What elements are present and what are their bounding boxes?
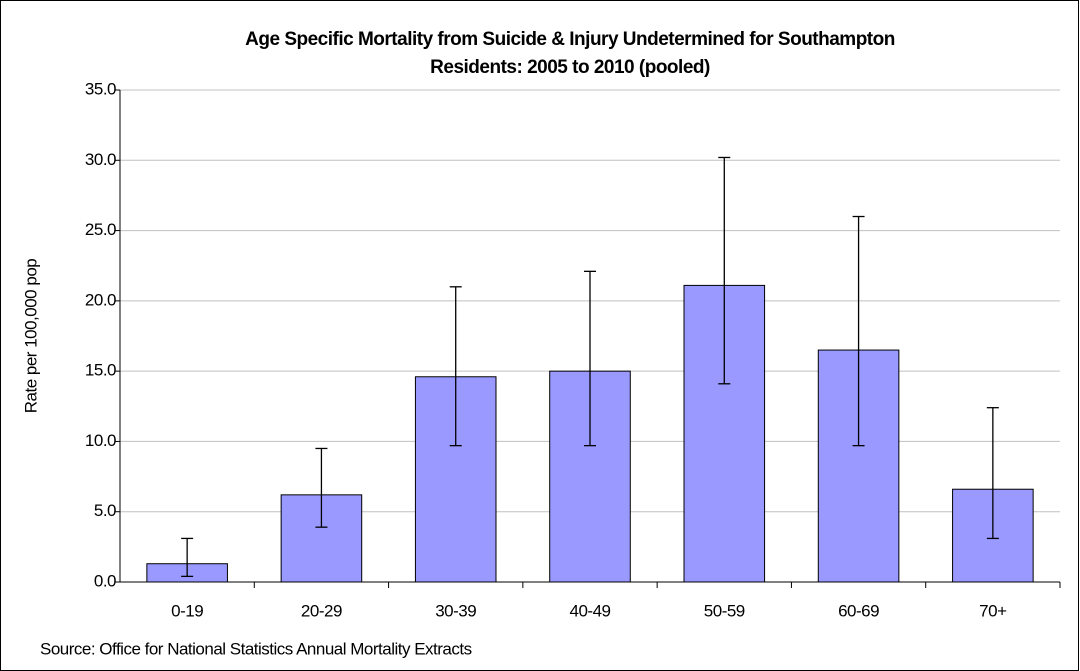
y-tick-label: 0.0 (94, 571, 116, 590)
x-tick-label: 50-59 (704, 601, 745, 620)
y-tick-label: 5.0 (94, 501, 116, 520)
x-tick-label: 0-19 (171, 601, 203, 620)
source-note: Source: Office for National Statistics A… (40, 639, 472, 658)
y-tick-label: 10.0 (85, 431, 116, 450)
chart-title: Residents: 2005 to 2010 (pooled) (430, 57, 710, 78)
y-tick-label: 35.0 (85, 79, 116, 98)
chart-title: Age Specific Mortality from Suicide & In… (245, 29, 895, 50)
x-tick-label: 60-69 (838, 601, 879, 620)
y-tick-label: 15.0 (85, 361, 116, 380)
y-tick-label: 25.0 (85, 220, 116, 239)
y-tick-label: 30.0 (85, 150, 116, 169)
x-tick-label: 40-49 (570, 601, 611, 620)
x-tick-label: 70+ (979, 601, 1007, 620)
x-tick-label: 20-29 (301, 601, 342, 620)
y-axis-label: Rate per 100,000 pop (21, 259, 40, 414)
x-tick-label: 30-39 (435, 601, 476, 620)
y-tick-label: 20.0 (85, 290, 116, 309)
